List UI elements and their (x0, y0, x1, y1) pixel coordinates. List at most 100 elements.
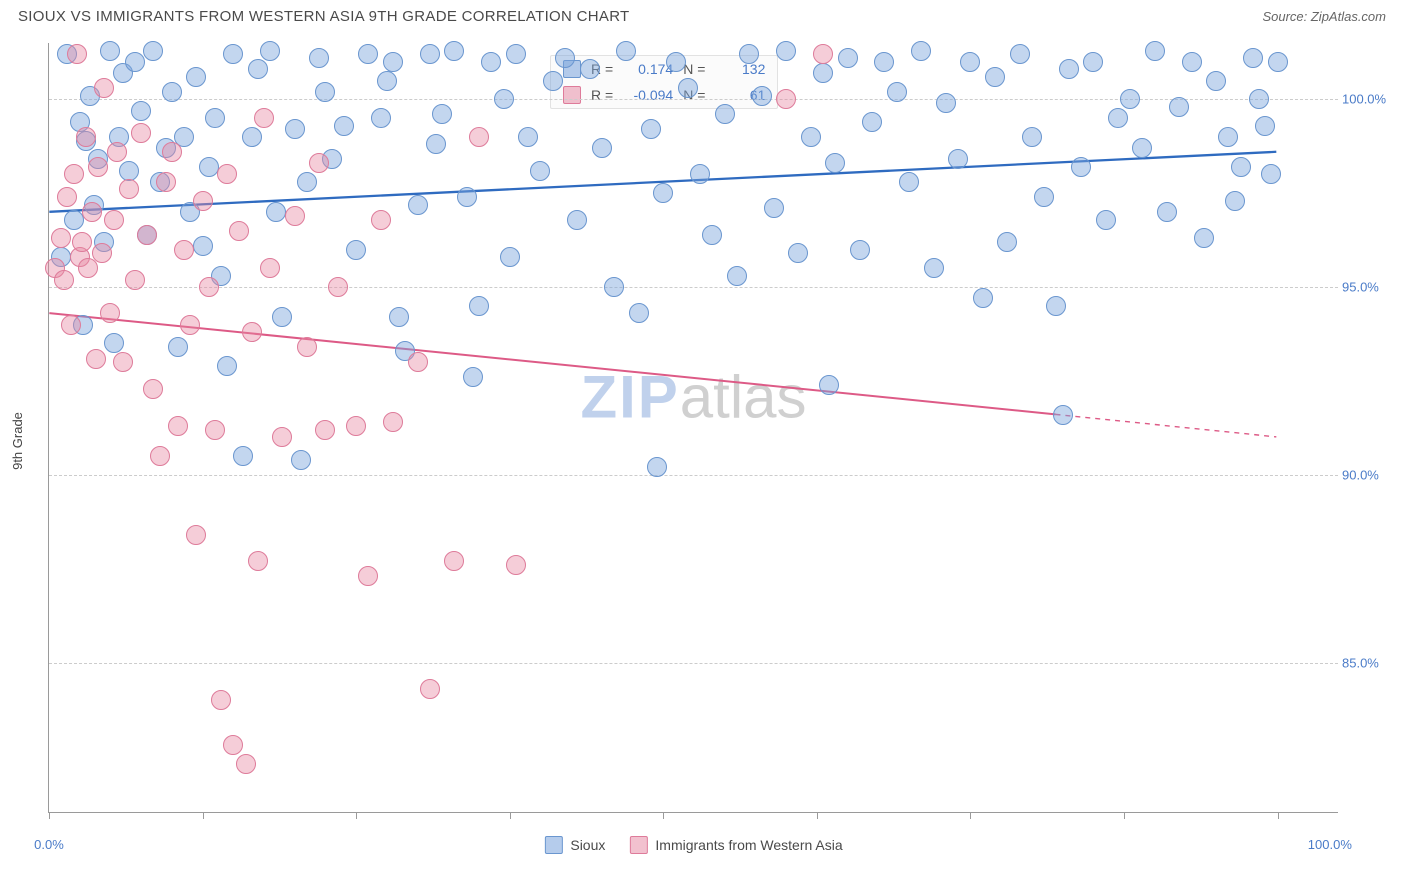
data-point-sioux (739, 44, 759, 64)
x-tick (663, 812, 664, 819)
data-point-sioux (948, 149, 968, 169)
data-point-sioux (862, 112, 882, 132)
data-point-sioux (838, 48, 858, 68)
data-point-sioux (223, 44, 243, 64)
data-point-sioux (850, 240, 870, 260)
data-point-sioux (543, 71, 563, 91)
watermark-zip: ZIP (580, 363, 679, 430)
data-point-immigrants (61, 315, 81, 335)
data-point-immigrants (248, 551, 268, 571)
legend-item-sioux: Sioux (544, 836, 605, 854)
data-point-sioux (426, 134, 446, 154)
data-point-immigrants (229, 221, 249, 241)
data-point-sioux (924, 258, 944, 278)
data-point-sioux (444, 41, 464, 61)
y-tick-label: 90.0% (1342, 467, 1392, 482)
legend-label: Sioux (570, 837, 605, 853)
data-point-sioux (653, 183, 673, 203)
data-point-immigrants (64, 164, 84, 184)
data-point-sioux (555, 48, 575, 68)
data-point-immigrants (315, 420, 335, 440)
data-point-sioux (119, 161, 139, 181)
x-tick (1124, 812, 1125, 819)
data-point-immigrants (150, 446, 170, 466)
data-point-immigrants (223, 735, 243, 755)
data-point-immigrants (260, 258, 280, 278)
data-point-sioux (1145, 41, 1165, 61)
trend-lines (49, 43, 1338, 812)
data-point-immigrants (186, 525, 206, 545)
data-point-immigrants (94, 78, 114, 98)
data-point-sioux (702, 225, 722, 245)
data-point-immigrants (156, 172, 176, 192)
legend-row-immigrants: R =-0.094N =61 (551, 82, 777, 108)
y-tick-label: 95.0% (1342, 280, 1392, 295)
data-point-sioux (506, 44, 526, 64)
data-point-sioux (371, 108, 391, 128)
x-tick (49, 812, 50, 819)
data-point-immigrants (205, 420, 225, 440)
data-point-immigrants (162, 142, 182, 162)
legend-label: Immigrants from Western Asia (655, 837, 842, 853)
data-point-sioux (1169, 97, 1189, 117)
data-point-sioux (358, 44, 378, 64)
data-point-sioux (1243, 48, 1263, 68)
r-label: R = (591, 87, 613, 103)
data-point-sioux (217, 356, 237, 376)
chart-area: 9th Grade ZIPatlas R =0.174N =132R =-0.0… (18, 31, 1388, 851)
y-tick-label: 100.0% (1342, 92, 1392, 107)
data-point-sioux (825, 153, 845, 173)
data-point-immigrants (76, 127, 96, 147)
data-point-sioux (334, 116, 354, 136)
data-point-sioux (616, 41, 636, 61)
data-point-sioux (647, 457, 667, 477)
data-point-immigrants (174, 240, 194, 260)
data-point-sioux (1010, 44, 1030, 64)
data-point-sioux (727, 266, 747, 286)
x-tick (1278, 812, 1279, 819)
data-point-sioux (481, 52, 501, 72)
data-point-immigrants (57, 187, 77, 207)
n-label: N = (683, 61, 705, 77)
data-point-immigrants (82, 202, 102, 222)
data-point-sioux (248, 59, 268, 79)
data-point-sioux (1206, 71, 1226, 91)
data-point-immigrants (346, 416, 366, 436)
trend-line-immigrants (49, 313, 1055, 414)
data-point-sioux (678, 78, 698, 98)
data-point-sioux (985, 67, 1005, 87)
data-point-sioux (199, 157, 219, 177)
legend-item-immigrants: Immigrants from Western Asia (629, 836, 842, 854)
data-point-immigrants (125, 270, 145, 290)
data-point-immigrants (92, 243, 112, 263)
data-point-sioux (911, 41, 931, 61)
data-point-sioux (666, 52, 686, 72)
data-point-sioux (125, 52, 145, 72)
data-point-sioux (788, 243, 808, 263)
data-point-sioux (104, 333, 124, 353)
data-point-sioux (1132, 138, 1152, 158)
source-prefix: Source: (1262, 9, 1310, 24)
data-point-immigrants (371, 210, 391, 230)
data-point-sioux (432, 104, 452, 124)
data-point-sioux (899, 172, 919, 192)
data-point-immigrants (444, 551, 464, 571)
data-point-sioux (813, 63, 833, 83)
data-point-immigrants (143, 379, 163, 399)
data-point-immigrants (54, 270, 74, 290)
data-point-immigrants (506, 555, 526, 575)
data-point-sioux (260, 41, 280, 61)
data-point-sioux (1053, 405, 1073, 425)
data-point-sioux (997, 232, 1017, 252)
data-point-sioux (960, 52, 980, 72)
data-point-immigrants (88, 157, 108, 177)
watermark: ZIPatlas (580, 362, 806, 431)
data-point-sioux (1071, 157, 1091, 177)
data-point-sioux (1249, 89, 1269, 109)
data-point-sioux (469, 296, 489, 316)
data-point-immigrants (469, 127, 489, 147)
data-point-immigrants (328, 277, 348, 297)
data-point-sioux (629, 303, 649, 323)
data-point-immigrants (168, 416, 188, 436)
data-point-immigrants (119, 179, 139, 199)
